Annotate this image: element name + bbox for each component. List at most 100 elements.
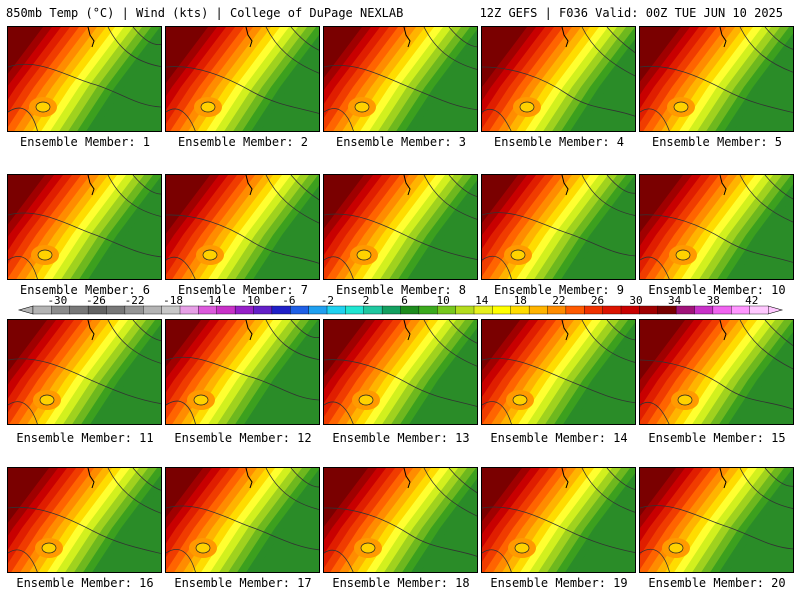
- colorbar-swatch: [418, 305, 438, 315]
- ensemble-member-label: Ensemble Member: 19: [490, 576, 628, 590]
- colorbar-tick-label: 18: [514, 296, 527, 307]
- colorbar-swatch: [437, 305, 457, 315]
- colorbar-tick-label: 6: [401, 296, 408, 307]
- ensemble-member-label: Ensemble Member: 2: [177, 135, 309, 149]
- ensemble-panel: [481, 26, 636, 132]
- colorbar-swatch: [51, 305, 71, 315]
- colorbar-swatch: [492, 305, 512, 315]
- colorbar-swatch: [32, 305, 52, 315]
- ensemble-panel: [639, 26, 794, 132]
- colorbar-max-arrow: [767, 305, 784, 315]
- ensemble-member-label: Ensemble Member: 7: [177, 283, 309, 297]
- ensemble-panel: [7, 174, 162, 280]
- colorbar-tick-label: 10: [437, 296, 450, 307]
- ensemble-panel: [323, 319, 478, 425]
- ensemble-member-label: Ensemble Member: 17: [174, 576, 312, 590]
- ensemble-member-label: Ensemble Member: 4: [493, 135, 625, 149]
- colorbar-swatch: [69, 305, 89, 315]
- ensemble-panel: [639, 467, 794, 573]
- ensemble-member-label: Ensemble Member: 5: [651, 135, 783, 149]
- colorbar-swatch: [271, 305, 291, 315]
- colorbar-swatch: [620, 305, 640, 315]
- ensemble-panel: [639, 174, 794, 280]
- colorbar-swatch: [749, 305, 769, 315]
- colorbar-tick-label: -6: [282, 296, 295, 307]
- colorbar-tick-label: -14: [202, 296, 222, 307]
- ensemble-member-label: Ensemble Member: 10: [648, 283, 786, 297]
- colorbar-swatch: [584, 305, 604, 315]
- colorbar-swatch: [528, 305, 548, 315]
- temperature-colorbar: -30 -26 -22 -18 -14 -10 -6 -2 2 6 10 14 18 22 26 30 34 38…: [17, 296, 784, 315]
- ensemble-panel: [323, 26, 478, 132]
- ensemble-panel: [481, 319, 636, 425]
- colorbar-tick-label: -2: [321, 296, 334, 307]
- colorbar-tick-label: 30: [629, 296, 642, 307]
- colorbar-swatch: [547, 305, 567, 315]
- colorbar-swatch: [345, 305, 365, 315]
- ensemble-panel: [7, 467, 162, 573]
- ensemble-member-label: Ensemble Member: 16: [16, 576, 154, 590]
- colorbar-swatch: [290, 305, 310, 315]
- colorbar-swatch: [639, 305, 659, 315]
- ensemble-member-label: Ensemble Member: 6: [19, 283, 151, 297]
- ensemble-member-label: Ensemble Member: 3: [335, 135, 467, 149]
- colorbar-tick-label: -22: [125, 296, 145, 307]
- ensemble-member-label: Ensemble Member: 12: [174, 431, 312, 445]
- ensemble-panel: [323, 174, 478, 280]
- colorbar-swatch: [253, 305, 273, 315]
- colorbar-swatch: [234, 305, 254, 315]
- ensemble-member-label: Ensemble Member: 20: [648, 576, 786, 590]
- colorbar-swatch: [565, 305, 585, 315]
- colorbar-swatch: [455, 305, 475, 315]
- colorbar-swatch: [473, 305, 493, 315]
- colorbar-swatch: [657, 305, 677, 315]
- ensemble-panel: [481, 174, 636, 280]
- colorbar-swatch: [87, 305, 107, 315]
- colorbar-swatch: [106, 305, 126, 315]
- ensemble-panel: [165, 174, 320, 280]
- colorbar-swatch: [216, 305, 236, 315]
- ensemble-member-label: Ensemble Member: 18: [332, 576, 470, 590]
- colorbar-tick-label: -30: [47, 296, 67, 307]
- ensemble-panel: [7, 26, 162, 132]
- colorbar-swatch: [602, 305, 622, 315]
- colorbar-tick-label: 42: [745, 296, 758, 307]
- colorbar-swatch: [124, 305, 144, 315]
- ensemble-panel: [7, 319, 162, 425]
- ensemble-panel: [165, 319, 320, 425]
- colorbar-tick-label: -26: [86, 296, 106, 307]
- ensemble-member-label: Ensemble Member: 15: [648, 431, 786, 445]
- colorbar-swatch: [510, 305, 530, 315]
- colorbar-swatch: [400, 305, 420, 315]
- colorbar-tick-label: -18: [163, 296, 183, 307]
- colorbar-swatch: [143, 305, 163, 315]
- ensemble-panel: [481, 467, 636, 573]
- colorbar-swatch: [161, 305, 181, 315]
- model-valid-time: 12Z GEFS | F036 Valid: 00Z TUE JUN 10 20…: [479, 6, 783, 20]
- map-title: 850mb Temp (°C) | Wind (kts) | College o…: [6, 6, 404, 20]
- ensemble-member-label: Ensemble Member: 14: [490, 431, 628, 445]
- ensemble-member-label: Ensemble Member: 9: [493, 283, 625, 297]
- colorbar-tick-label: 26: [591, 296, 604, 307]
- colorbar-tick-label: 34: [668, 296, 682, 307]
- colorbar-tick-label: 38: [707, 296, 720, 307]
- colorbar-tick-label: 2: [363, 296, 370, 307]
- ensemble-panel: [639, 319, 794, 425]
- colorbar-swatch: [326, 305, 346, 315]
- ensemble-member-label: Ensemble Member: 11: [16, 431, 154, 445]
- colorbar-swatch: [179, 305, 199, 315]
- colorbar-tick-label: 14: [475, 296, 489, 307]
- colorbar-swatch: [712, 305, 732, 315]
- ensemble-member-label: Ensemble Member: 1: [19, 135, 151, 149]
- colorbar-tick-label: 22: [552, 296, 565, 307]
- colorbar-swatch: [363, 305, 383, 315]
- colorbar-swatch: [675, 305, 695, 315]
- colorbar-swatch: [308, 305, 328, 315]
- ensemble-panel: [165, 467, 320, 573]
- colorbar-swatch: [381, 305, 401, 315]
- ensemble-member-label: Ensemble Member: 13: [332, 431, 470, 445]
- colorbar-tick-label: -10: [240, 296, 260, 307]
- ensemble-panel: [323, 467, 478, 573]
- colorbar-swatch: [198, 305, 218, 315]
- colorbar-swatch: [731, 305, 751, 315]
